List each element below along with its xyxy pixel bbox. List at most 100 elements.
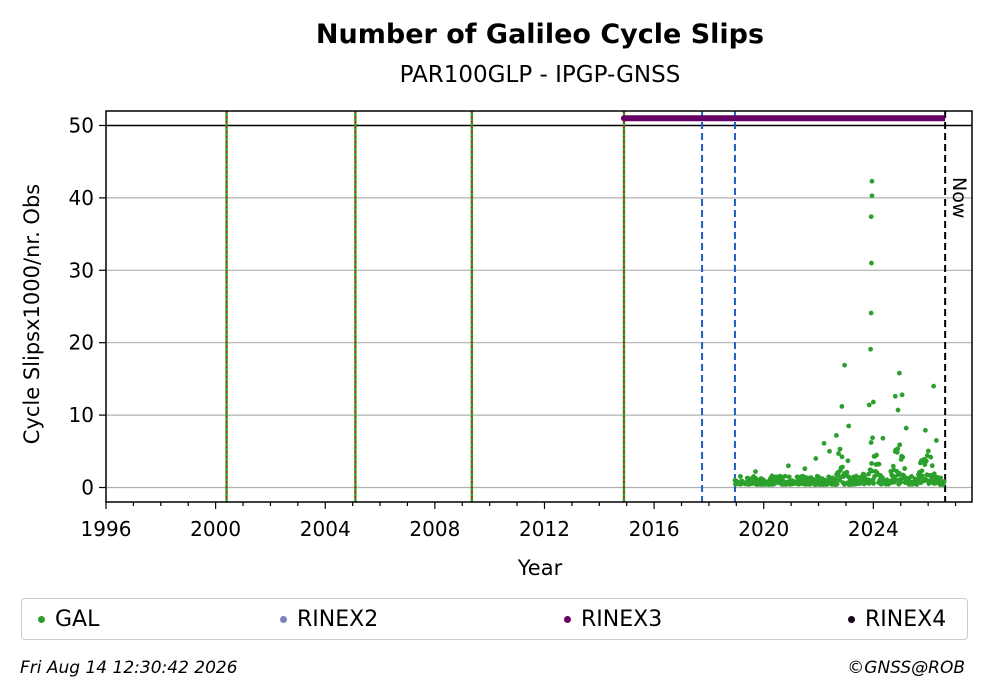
gal-point: [845, 458, 851, 464]
gal-point: [839, 454, 845, 460]
gal-point: [868, 440, 874, 445]
legend-label-gal: GAL: [55, 606, 100, 632]
gal-point: [869, 178, 875, 184]
gal-point: [737, 474, 743, 479]
gal-point: [826, 474, 832, 480]
grid: [106, 124, 972, 489]
x-tick-label: 1996: [81, 517, 132, 541]
y-axis-label: Cycle Slipsx1000/nr. Obs: [20, 184, 44, 444]
gal-point: [890, 463, 896, 469]
gal-point: [802, 466, 808, 472]
gal-point: [880, 435, 886, 441]
x-tick-label: 2020: [738, 517, 789, 541]
y-tick-label: 40: [69, 186, 94, 210]
footer-timestamp: Fri Aug 14 12:30:42 2026: [20, 658, 238, 678]
gal-point: [869, 193, 875, 199]
gal-point: [892, 393, 898, 399]
legend-label-rinex4: RINEX4: [865, 606, 947, 632]
gal-point: [786, 474, 792, 480]
gal-point: [894, 449, 900, 455]
footer-copyright: ©GNSS@ROB: [847, 658, 965, 678]
gal-point: [753, 469, 758, 474]
gal-point: [923, 427, 928, 433]
x-tick-label: 2008: [409, 517, 460, 541]
y-tick-label: 20: [69, 331, 94, 355]
gal-point: [869, 260, 874, 266]
gal-point: [833, 432, 839, 438]
gal-point: [896, 370, 902, 376]
gal-point: [899, 392, 905, 398]
gal-point: [871, 480, 876, 486]
legend-marker-gal: [38, 615, 45, 623]
gal-point: [933, 438, 939, 443]
legend-marker-rinex2: [280, 615, 287, 623]
gal-point: [844, 469, 850, 475]
gal-point: [923, 458, 929, 464]
legend-item-rinex4: RINEX4: [848, 599, 946, 639]
gal-point: [900, 454, 906, 460]
x-axis-label: Year: [517, 556, 563, 580]
legend-marker-rinex3: [564, 615, 571, 623]
legend-label-rinex3: RINEX3: [581, 606, 663, 632]
gal-point: [833, 476, 838, 482]
x-tick-label: 2004: [300, 517, 351, 541]
y-tick-label: 10: [69, 403, 94, 427]
gal-point: [853, 473, 859, 479]
gal-point: [938, 475, 944, 481]
x-tick-label: 2012: [519, 517, 570, 541]
gal-point: [836, 451, 841, 456]
legend-item-rinex3: RINEX3: [564, 599, 662, 639]
gal-point: [839, 404, 845, 409]
gal-point: [785, 463, 791, 469]
y-tick-label: 50: [69, 113, 94, 137]
event-lines: Now: [225, 111, 970, 502]
gal-point: [941, 479, 947, 484]
gal-point: [868, 310, 874, 316]
gal-point: [919, 468, 925, 474]
legend-item-rinex2: RINEX2: [280, 599, 378, 639]
gal-point: [870, 435, 875, 441]
gal-point: [821, 440, 827, 446]
gal-point: [929, 463, 935, 469]
gal-point: [862, 474, 868, 480]
gal-point: [840, 464, 845, 470]
legend-marker-rinex4: [848, 615, 855, 623]
gal-point: [898, 479, 904, 485]
legend-label-rinex2: RINEX2: [297, 606, 379, 632]
now-label: Now: [948, 177, 970, 218]
gal-point: [902, 466, 908, 471]
x-tick-label: 2016: [629, 517, 680, 541]
gal-point: [834, 481, 840, 487]
legend-item-gal: GAL: [38, 599, 99, 639]
gal-point: [931, 383, 937, 389]
gal-point: [827, 448, 832, 454]
gal-point: [893, 477, 899, 483]
gal-point: [909, 473, 914, 479]
x-tick-label: 2000: [190, 517, 241, 541]
gal-point: [866, 402, 872, 408]
axes: 1996 2000 2004 2008 2012 2016 2020 2024 0 10 20 30 4…: [69, 110, 973, 541]
x-tick-label: 2024: [848, 517, 899, 541]
gal-point: [782, 473, 788, 479]
gal-point: [876, 461, 882, 467]
gal-point: [869, 468, 875, 474]
gal-point: [868, 214, 874, 220]
gal-point: [895, 407, 901, 413]
gal-point: [846, 423, 852, 429]
data-points: [620, 115, 947, 488]
y-tick-label: 30: [69, 258, 94, 282]
gal-point: [925, 448, 931, 454]
gal-point: [813, 456, 819, 461]
gal-point: [895, 446, 901, 452]
gal-point: [928, 454, 934, 460]
y-tick-label: 0: [81, 476, 94, 500]
plot-frame: [105, 110, 973, 503]
rinex3-point: [620, 115, 627, 122]
gal-point: [866, 471, 872, 477]
gal-point: [869, 461, 874, 466]
gal-point: [868, 346, 874, 352]
gal-point: [903, 425, 909, 431]
gal-point: [931, 471, 937, 477]
gal-point: [870, 399, 876, 405]
